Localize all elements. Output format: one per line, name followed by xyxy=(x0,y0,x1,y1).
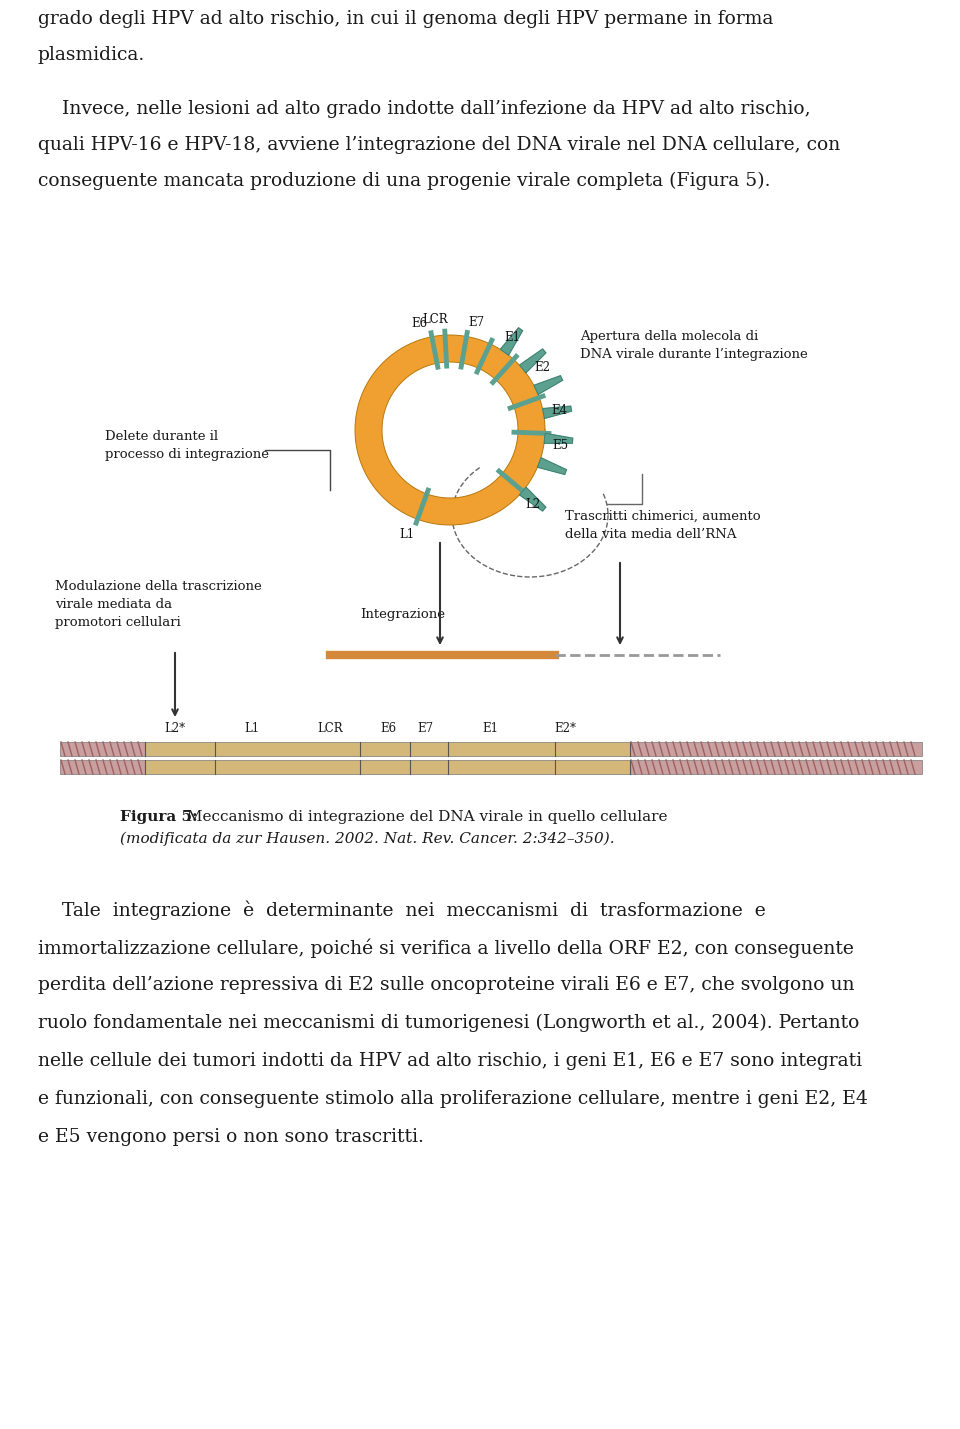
Text: immortalizzazione cellulare, poiché si verifica a livello della ORF E2, con cons: immortalizzazione cellulare, poiché si v… xyxy=(38,937,853,957)
Polygon shape xyxy=(519,487,546,512)
Text: E6: E6 xyxy=(380,722,396,735)
Text: E1: E1 xyxy=(482,722,498,735)
Text: nelle cellule dei tumori indotti da HPV ad alto rischio, i geni E1, E6 e E7 sono: nelle cellule dei tumori indotti da HPV … xyxy=(38,1052,862,1070)
Bar xyxy=(448,760,555,775)
Text: L1: L1 xyxy=(399,527,415,540)
Text: Trascritti chimerici, aumento: Trascritti chimerici, aumento xyxy=(565,510,760,523)
Text: grado degli HPV ad alto rischio, in cui il genoma degli HPV permane in forma: grado degli HPV ad alto rischio, in cui … xyxy=(38,10,774,29)
Text: quali HPV-16 e HPV-18, avviene l’integrazione del DNA virale nel DNA cellulare, : quali HPV-16 e HPV-18, avviene l’integra… xyxy=(38,136,840,154)
Text: E7: E7 xyxy=(417,722,433,735)
Bar xyxy=(360,742,410,756)
Text: (modificata da zur Hausen. 2002. Nat. Rev. Cancer. 2:342–350).: (modificata da zur Hausen. 2002. Nat. Re… xyxy=(120,832,614,846)
Bar xyxy=(410,742,448,756)
Text: e funzionali, con conseguente stimolo alla proliferazione cellulare, mentre i ge: e funzionali, con conseguente stimolo al… xyxy=(38,1090,868,1107)
Text: e E5 vengono persi o non sono trascritti.: e E5 vengono persi o non sono trascritti… xyxy=(38,1127,424,1146)
Text: processo di integrazione: processo di integrazione xyxy=(105,449,269,462)
Polygon shape xyxy=(544,433,573,443)
Text: Invece, nelle lesioni ad alto grado indotte dall’infezione da HPV ad alto rischi: Invece, nelle lesioni ad alto grado indo… xyxy=(38,100,810,119)
Text: E4: E4 xyxy=(551,404,567,417)
Polygon shape xyxy=(542,406,571,419)
Text: L1: L1 xyxy=(245,722,259,735)
Text: Figura 5:: Figura 5: xyxy=(120,810,198,825)
Text: Modulazione della trascrizione: Modulazione della trascrizione xyxy=(55,580,262,593)
Bar xyxy=(145,760,215,775)
Polygon shape xyxy=(534,376,563,394)
Bar xyxy=(145,742,215,756)
Text: E2: E2 xyxy=(534,362,550,374)
Text: E5: E5 xyxy=(552,439,568,452)
Bar xyxy=(630,742,922,756)
Text: Meccanismo di integrazione del DNA virale in quello cellulare: Meccanismo di integrazione del DNA viral… xyxy=(182,810,667,825)
Text: virale mediata da: virale mediata da xyxy=(55,597,172,612)
Text: LCR: LCR xyxy=(317,722,343,735)
Text: LCR: LCR xyxy=(422,313,448,326)
Text: E1: E1 xyxy=(504,332,520,344)
Text: conseguente mancata produzione di una progenie virale completa (Figura 5).: conseguente mancata produzione di una pr… xyxy=(38,171,771,190)
Text: L2*: L2* xyxy=(164,722,185,735)
Text: Tale  integrazione  è  determinante  nei  meccanismi  di  trasformazione  e: Tale integrazione è determinante nei mec… xyxy=(38,900,766,919)
Bar xyxy=(60,742,145,756)
Bar xyxy=(448,742,555,756)
Text: E2*: E2* xyxy=(554,722,576,735)
Bar xyxy=(630,760,922,775)
Bar xyxy=(555,760,630,775)
Text: DNA virale durante l’integrazione: DNA virale durante l’integrazione xyxy=(580,349,807,362)
Bar xyxy=(555,742,630,756)
Bar xyxy=(215,742,360,756)
Text: E6: E6 xyxy=(411,317,427,330)
Text: L2: L2 xyxy=(525,497,540,510)
Text: E7: E7 xyxy=(468,316,485,329)
Bar xyxy=(215,760,360,775)
Text: Delete durante il: Delete durante il xyxy=(105,430,218,443)
Polygon shape xyxy=(538,457,566,474)
Text: Integrazione: Integrazione xyxy=(360,607,445,622)
Text: plasmidica.: plasmidica. xyxy=(38,46,145,64)
Polygon shape xyxy=(519,349,546,373)
Text: ruolo fondamentale nei meccanismi di tumorigenesi (Longworth et al., 2004). Pert: ruolo fondamentale nei meccanismi di tum… xyxy=(38,1015,859,1032)
Text: della vita media dell’RNA: della vita media dell’RNA xyxy=(565,527,736,542)
Text: promotori cellulari: promotori cellulari xyxy=(55,616,180,629)
Polygon shape xyxy=(500,327,522,354)
Text: perdita dell’azione repressiva di E2 sulle oncoproteine virali E6 e E7, che svol: perdita dell’azione repressiva di E2 sul… xyxy=(38,976,854,995)
Bar xyxy=(410,760,448,775)
Text: Apertura della molecola di: Apertura della molecola di xyxy=(580,330,758,343)
Bar xyxy=(360,760,410,775)
Bar xyxy=(60,760,145,775)
